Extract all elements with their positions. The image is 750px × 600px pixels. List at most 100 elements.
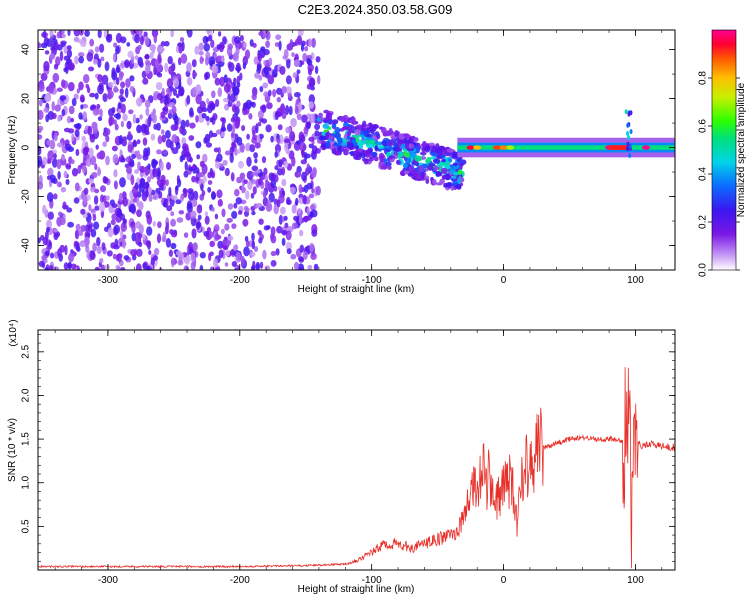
spike-blob: [626, 131, 630, 137]
noise-blob: [135, 232, 141, 237]
noise-blob: [54, 104, 61, 112]
noise-blob: [147, 117, 152, 128]
noise-blob: [280, 206, 286, 215]
noise-blob: [107, 227, 114, 238]
scatter-blob: [340, 117, 345, 123]
noise-blob: [258, 218, 264, 225]
scatter-blob: [396, 160, 401, 166]
noise-blob: [251, 93, 257, 101]
noise-blob: [74, 129, 80, 138]
noise-blob: [75, 148, 80, 157]
noise-blob: [188, 156, 193, 163]
scatter-blob: [451, 151, 459, 159]
noise-blob: [199, 100, 206, 111]
noise-blob: [53, 132, 58, 142]
noise-blob: [88, 223, 93, 233]
noise-blob: [77, 164, 82, 174]
noise-blob: [270, 234, 277, 244]
noise-blob: [297, 208, 302, 214]
noise-blob: [170, 211, 175, 217]
noise-blob: [276, 199, 281, 208]
noise-blob: [242, 102, 247, 112]
noise-blob: [195, 141, 202, 149]
noise-blob: [296, 165, 302, 174]
scatter-blob: [363, 158, 369, 165]
scatter-blob: [437, 150, 443, 157]
scatter-blob: [461, 159, 467, 165]
scatter-blob: [388, 155, 394, 160]
noise-blob: [276, 87, 283, 95]
noise-blob: [94, 205, 100, 211]
signal-peak: [466, 145, 475, 150]
noise-blob: [90, 228, 97, 238]
noise-blob: [100, 56, 105, 62]
noise-blob: [63, 262, 69, 270]
noise-blob: [242, 62, 247, 70]
noise-blob: [161, 87, 165, 97]
noise-blob: [281, 178, 287, 187]
spectrogram-y-label: Frequency (Hz): [7, 116, 18, 185]
noise-blob: [298, 257, 305, 263]
scatter-blob: [381, 164, 388, 170]
noise-blob: [270, 135, 274, 143]
noise-blob: [165, 179, 169, 187]
noise-blob: [197, 214, 202, 221]
noise-blob: [245, 99, 253, 110]
spectrogram-image: [38, 30, 675, 270]
noise-blob: [179, 155, 184, 163]
noise-blob: [207, 171, 212, 179]
scatter-blob: [404, 142, 410, 150]
svg-text:0.8: 0.8: [698, 71, 709, 85]
noise-blob: [43, 107, 49, 113]
noise-blob: [157, 135, 163, 145]
noise-blob: [301, 171, 307, 182]
noise-blob: [144, 150, 148, 158]
noise-blob: [70, 117, 75, 123]
noise-blob: [257, 121, 262, 127]
noise-blob: [252, 129, 256, 137]
noise-blob: [138, 224, 144, 235]
noise-blob: [253, 56, 259, 65]
noise-blob: [216, 44, 221, 50]
noise-blob: [126, 42, 131, 47]
noise-blob: [83, 187, 89, 195]
scatter-blob: [329, 140, 335, 145]
noise-blob: [150, 133, 156, 141]
scatter-blob: [383, 142, 388, 147]
noise-blob: [173, 78, 180, 88]
scatter-blob: [424, 168, 429, 172]
noise-blob: [286, 59, 291, 69]
svg-text:0.0: 0.0: [698, 263, 709, 277]
noise-blob: [158, 46, 165, 53]
noise-blob: [218, 41, 225, 53]
noise-blob: [38, 42, 42, 49]
noise-blob: [139, 114, 143, 120]
noise-blob: [151, 30, 159, 38]
noise-blob: [289, 131, 296, 142]
noise-blob: [75, 242, 80, 251]
noise-blob: [85, 244, 90, 254]
noise-blob: [231, 210, 238, 219]
noise-blob: [306, 58, 312, 65]
y-tick: 0.5: [21, 519, 675, 533]
noise-blob: [74, 229, 80, 240]
noise-blob: [63, 170, 68, 179]
noise-blob: [303, 216, 309, 223]
noise-blob: [102, 93, 108, 103]
noise-blob: [120, 120, 124, 128]
noise-blob: [183, 188, 188, 198]
noise-blob: [97, 74, 103, 83]
svg-text:-20: -20: [21, 189, 32, 204]
noise-blob: [258, 178, 262, 186]
noise-blob: [89, 92, 96, 98]
noise-blob: [306, 121, 311, 130]
noise-blob: [295, 38, 301, 44]
scatter-blob: [344, 148, 349, 156]
spike-blob: [625, 146, 629, 152]
noise-blob: [186, 203, 193, 213]
scatter-blob: [358, 143, 364, 149]
scatter-blob: [413, 170, 419, 177]
noise-blob: [286, 199, 292, 205]
noise-blob: [265, 179, 270, 191]
noise-blob: [175, 185, 179, 191]
